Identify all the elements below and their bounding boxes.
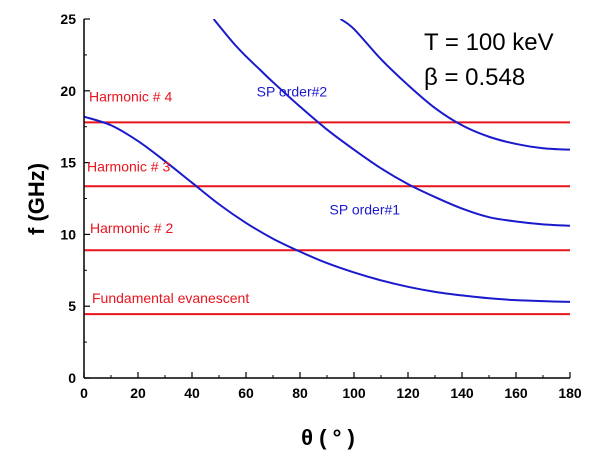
y-tick-label: 10 [60,226,76,242]
harmonic-label-3: Harmonic # 3 [87,158,170,174]
y-tick-label: 0 [68,370,76,386]
y-tick-label: 5 [68,298,76,314]
harmonic-label-2: Harmonic # 2 [90,220,173,236]
harmonic-label-4: Harmonic # 4 [89,88,172,104]
ticks: 0 20 40 60 80 100 120 140 160 180 0 5 10 15 20 25 [60,11,581,401]
x-tick-label: 60 [238,385,254,401]
y-tick-label: 15 [60,155,76,171]
x-tick-label: 100 [342,385,366,401]
harmonic-label-1: Fundamental evanescent [92,290,249,306]
x-tick-label: 80 [292,385,308,401]
x-tick-label: 180 [558,385,582,401]
series-label-1: SP order#1 [330,201,401,217]
x-tick-label: 0 [80,385,88,401]
x-tick-label: 140 [450,385,474,401]
x-tick-label: 20 [130,385,146,401]
y-tick-label: 25 [60,11,76,27]
series-line-3 [339,19,570,151]
x-tick-label: 120 [396,385,420,401]
x-tick-label: 160 [504,385,528,401]
series-line-1 [84,115,570,303]
plot-lines [84,19,570,316]
y-axis-title: f (GHz) [24,163,49,235]
x-tick-label: 40 [184,385,200,401]
series-line-2 [212,19,570,227]
temperature-annotation: T = 100 keV [424,29,554,56]
x-axis-title: θ ( ° ) [301,425,355,450]
beta-annotation: β = 0.548 [424,64,525,91]
labels: Fundamental evanescent Harmonic # 2 Harmon… [87,84,400,307]
series-label-2: SP order#2 [257,84,328,100]
y-tick-label: 20 [60,83,76,99]
